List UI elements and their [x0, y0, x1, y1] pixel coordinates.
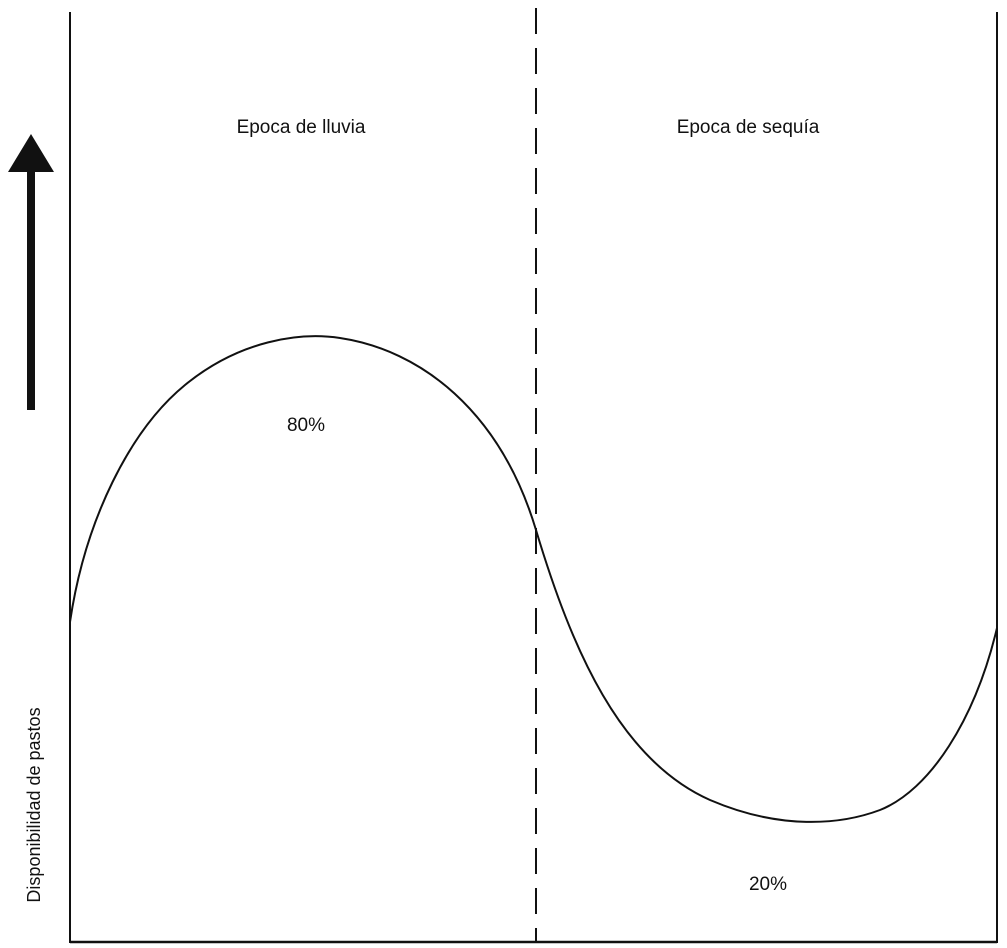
up-arrow-icon — [8, 134, 54, 410]
dry-season-percentage: 20% — [749, 874, 787, 895]
rainy-season-label: Epoca de lluvia — [237, 117, 366, 138]
arrow-head — [8, 134, 54, 172]
availability-curve — [69, 335, 998, 823]
dry-season-label: Epoca de sequía — [677, 117, 820, 138]
rainy-season-percentage: 80% — [287, 415, 325, 436]
y-axis-label: Disponibilidad de pastos — [24, 707, 44, 902]
arrow-shaft — [27, 160, 35, 410]
